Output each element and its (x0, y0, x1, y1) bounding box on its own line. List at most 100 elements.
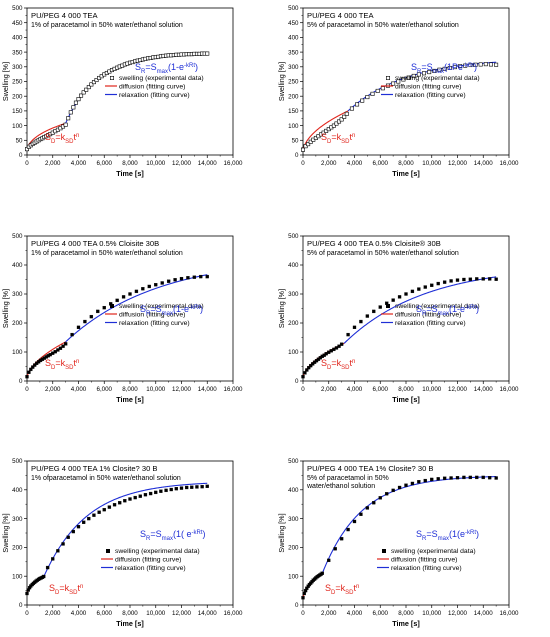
data-point (359, 512, 363, 516)
y-tick-label: 500 (288, 233, 299, 240)
data-point (305, 368, 309, 372)
data-point (468, 475, 473, 480)
legend-label-relaxation: relaxation (fitting curve) (391, 565, 462, 572)
data-point (411, 73, 416, 78)
relaxation-fit-curve (321, 475, 497, 574)
legend-label-swelling: swelling (experimental data) (395, 75, 480, 82)
data-point (133, 495, 137, 500)
data-point (205, 274, 209, 279)
relaxation-equation: SR=Smax(1(e-kRt) (416, 529, 479, 542)
data-point (303, 371, 307, 375)
legend-label-diffusion: diffusion (fitting curve) (391, 556, 457, 563)
diffusion-fit-curve (302, 110, 349, 150)
x-tick-label: 16,000 (224, 386, 243, 393)
y-tick-label: 150 (288, 108, 299, 115)
y-tick-label: 500 (12, 458, 23, 465)
data-point (134, 289, 139, 294)
diffusion-equation: SD=kSDtn (49, 583, 83, 596)
data-point (112, 503, 117, 507)
data-point (452, 65, 457, 70)
x-axis-label: Time [s] (116, 395, 143, 404)
legend-label-swelling: swelling (experimental data) (115, 548, 200, 555)
y-tick-label: 300 (288, 64, 299, 71)
y-tick-label: 450 (288, 20, 299, 27)
data-point (463, 63, 468, 68)
data-point (205, 51, 210, 56)
data-point (337, 119, 342, 124)
data-point (160, 281, 164, 285)
data-point (154, 490, 158, 495)
y-axis-label: Swelling [%] (277, 289, 286, 328)
data-point (447, 65, 452, 70)
panel-subtitle: 1% ofparacetamol in 50% water/ethanol so… (31, 475, 181, 482)
data-point (154, 283, 158, 287)
data-point (115, 298, 119, 303)
data-point (397, 295, 402, 299)
x-tick-label: 0 (301, 386, 305, 393)
data-point (410, 481, 415, 486)
data-point (33, 363, 37, 367)
chart-panel-5: 0 2,000 4,000 6,000 8,000 10,000 12,000 14,000 1… (1, 458, 243, 628)
y-tick-label: 500 (12, 5, 23, 12)
legend-label-diffusion: diffusion (fitting curve) (395, 311, 461, 318)
data-point (186, 276, 190, 280)
x-tick-label: 6,000 (373, 610, 389, 617)
y-axis-label: Swelling [%] (277, 513, 286, 552)
y-tick-label: 500 (288, 5, 299, 12)
data-point (488, 62, 493, 67)
x-tick-label: 2,000 (45, 160, 61, 167)
x-tick-label: 0 (301, 610, 305, 617)
data-point (378, 305, 382, 309)
data-point (352, 325, 357, 330)
data-point (53, 350, 57, 354)
x-tick-label: 2,000 (321, 610, 337, 617)
data-point (179, 276, 184, 281)
x-axis-label: Time [s] (392, 169, 419, 178)
x-tick-label: 14,000 (474, 160, 493, 167)
relaxation-fit-curve (43, 482, 208, 578)
x-tick-label: 14,000 (198, 160, 217, 167)
y-tick-label: 100 (12, 123, 23, 130)
data-point (327, 558, 331, 563)
data-point (404, 483, 408, 487)
legend-label-swelling: swelling (experimental data) (119, 75, 204, 82)
relaxation-fit-curve (65, 274, 208, 343)
data-point (494, 476, 498, 480)
data-point (311, 362, 315, 366)
data-point (91, 80, 96, 85)
data-point (82, 520, 86, 524)
data-point (372, 309, 376, 314)
data-point (87, 516, 91, 521)
data-point (309, 363, 313, 368)
x-tick-label: 0 (25, 386, 29, 393)
data-point (372, 501, 376, 505)
data-point (488, 277, 492, 281)
data-point (437, 67, 442, 72)
y-axis-label: Swelling [%] (1, 513, 10, 552)
data-point (337, 344, 341, 348)
x-tick-label: 12,000 (172, 610, 191, 617)
x-tick-label: 10,000 (146, 160, 165, 167)
y-tick-label: 200 (288, 545, 299, 552)
legend-label-diffusion: diffusion (fitting curve) (119, 311, 185, 318)
data-point (449, 476, 453, 480)
y-tick-label: 100 (288, 123, 299, 130)
y-tick-label: 200 (288, 93, 299, 100)
data-point (71, 105, 76, 110)
legend: swelling (experimental data)diffusion (f… (377, 548, 476, 572)
y-tick-label: 400 (288, 487, 299, 494)
data-point (404, 292, 408, 296)
data-point (365, 314, 370, 318)
data-point (475, 475, 479, 480)
data-point (190, 485, 194, 489)
data-point (339, 342, 344, 346)
data-point (380, 86, 385, 91)
x-axis-label: Time [s] (116, 169, 143, 178)
data-point (141, 287, 145, 291)
data-point (417, 287, 421, 291)
legend-label-diffusion: diffusion (fitting curve) (115, 556, 181, 563)
data-point (200, 484, 204, 489)
data-point (102, 305, 106, 310)
data-point (359, 319, 363, 324)
y-tick-label: 0 (19, 152, 23, 159)
